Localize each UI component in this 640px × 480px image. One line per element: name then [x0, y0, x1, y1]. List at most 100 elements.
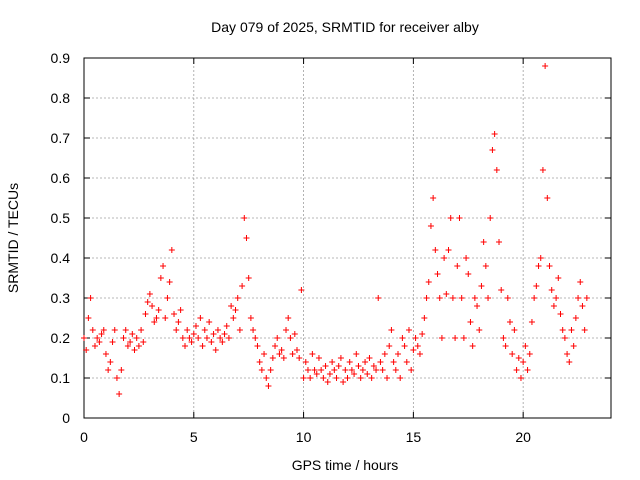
data-point	[146, 291, 153, 297]
data-point	[458, 295, 465, 301]
data-point	[272, 343, 279, 349]
data-point	[85, 315, 92, 321]
data-point	[120, 335, 127, 341]
data-point	[485, 295, 492, 301]
data-point	[412, 335, 419, 341]
data-point	[362, 359, 369, 365]
data-point	[340, 379, 347, 385]
data-point	[377, 359, 384, 365]
data-point	[544, 195, 551, 201]
data-point	[304, 367, 311, 373]
data-point	[460, 335, 467, 341]
data-point	[175, 319, 182, 325]
data-point	[539, 167, 546, 173]
data-point	[346, 359, 353, 365]
data-point	[186, 335, 193, 341]
data-point	[278, 347, 285, 353]
data-point	[324, 379, 331, 385]
data-point	[526, 351, 533, 357]
data-point	[225, 335, 232, 341]
data-point	[184, 327, 191, 333]
data-point	[280, 355, 287, 361]
data-point	[452, 335, 459, 341]
data-point	[379, 367, 386, 373]
data-point	[564, 351, 571, 357]
data-point	[375, 295, 382, 301]
data-point	[528, 319, 535, 325]
data-point	[89, 327, 96, 333]
data-point	[348, 367, 355, 373]
data-point	[381, 351, 388, 357]
data-point	[353, 351, 360, 357]
y-axis-title: SRMTID / TECUs	[5, 183, 21, 293]
data-point	[579, 303, 586, 309]
data-point	[223, 323, 230, 329]
data-point	[164, 295, 171, 301]
data-point	[416, 351, 423, 357]
grid-lines	[84, 58, 611, 418]
data-point	[283, 327, 290, 333]
data-point	[127, 339, 134, 345]
data-point	[94, 335, 101, 341]
y-tick-label: 0.9	[51, 50, 71, 66]
data-point	[368, 375, 375, 381]
data-point	[195, 335, 202, 341]
data-point	[313, 371, 320, 377]
data-point	[87, 295, 94, 301]
data-point	[179, 335, 186, 341]
data-point	[478, 283, 485, 289]
data-point	[329, 359, 336, 365]
data-point	[192, 323, 199, 329]
data-point	[162, 315, 169, 321]
data-point	[395, 351, 402, 357]
data-point	[138, 327, 145, 333]
x-tick-label: 5	[190, 429, 198, 445]
data-point	[456, 215, 463, 221]
data-point	[581, 327, 588, 333]
data-point	[517, 375, 524, 381]
data-point	[359, 367, 366, 373]
data-point	[548, 287, 555, 293]
data-point	[432, 247, 439, 253]
data-point	[122, 327, 129, 333]
data-point	[160, 263, 167, 269]
data-point	[287, 335, 294, 341]
data-point	[217, 335, 224, 341]
data-point	[256, 359, 263, 365]
data-point	[142, 311, 149, 317]
data-point	[322, 363, 329, 369]
data-point	[524, 367, 531, 373]
x-tick-label: 20	[515, 429, 531, 445]
data-point	[397, 375, 404, 381]
data-point	[392, 367, 399, 373]
data-point	[506, 319, 513, 325]
data-point	[489, 147, 496, 153]
data-points	[81, 63, 590, 397]
data-point	[254, 343, 261, 349]
data-point	[91, 343, 98, 349]
data-point	[105, 367, 112, 373]
x-tick-label: 10	[296, 429, 312, 445]
data-point	[98, 331, 105, 337]
data-point	[129, 331, 136, 337]
data-point	[289, 351, 296, 357]
data-point	[81, 335, 87, 341]
data-point	[263, 375, 270, 381]
data-point	[258, 367, 265, 373]
data-point	[491, 131, 498, 137]
data-point	[300, 375, 307, 381]
data-point	[555, 275, 562, 281]
data-point	[438, 335, 445, 341]
data-point	[476, 327, 483, 333]
data-point	[265, 383, 272, 389]
data-point	[250, 327, 257, 333]
data-point	[572, 315, 579, 321]
data-point	[509, 351, 516, 357]
data-point	[274, 335, 281, 341]
data-point	[83, 347, 90, 353]
data-point	[206, 319, 213, 325]
data-point	[335, 363, 342, 369]
data-point	[210, 331, 217, 337]
data-point	[140, 339, 147, 345]
